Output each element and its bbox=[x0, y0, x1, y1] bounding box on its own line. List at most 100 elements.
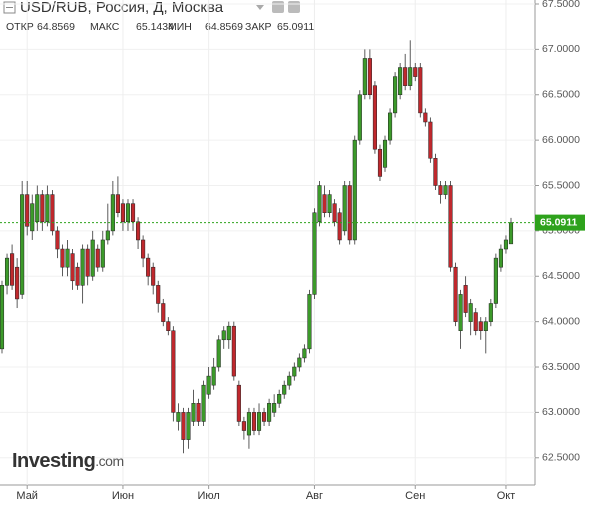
candle-body bbox=[105, 230, 110, 241]
y-tick-label: 63.0000 bbox=[542, 406, 580, 418]
candle-body bbox=[342, 185, 347, 232]
candle-body bbox=[327, 194, 332, 213]
candle-body bbox=[438, 185, 443, 195]
y-tick-label: 64.5000 bbox=[542, 270, 580, 282]
candle-body bbox=[40, 194, 45, 223]
candle-body bbox=[418, 67, 423, 114]
stat-value: 64.8569 bbox=[37, 21, 75, 33]
candle-body bbox=[458, 294, 463, 331]
candle-body bbox=[433, 158, 438, 186]
y-tick-label: 62.5000 bbox=[542, 452, 580, 464]
candle-body bbox=[55, 230, 60, 250]
x-tick-label: Июл bbox=[197, 490, 219, 502]
candle-body bbox=[332, 203, 337, 223]
candle-body bbox=[196, 403, 201, 422]
candle-body bbox=[347, 185, 352, 241]
stat-label: МИН bbox=[168, 21, 192, 33]
candle-body bbox=[488, 303, 493, 322]
candle-body bbox=[60, 248, 65, 268]
dropdown-icon[interactable] bbox=[256, 5, 264, 10]
candle-body bbox=[130, 203, 136, 223]
candle-body bbox=[15, 266, 20, 300]
candle-body bbox=[428, 121, 433, 159]
candle-body bbox=[231, 325, 236, 377]
candle-body bbox=[292, 366, 297, 377]
candle-body bbox=[30, 203, 35, 232]
candle-body bbox=[141, 239, 146, 259]
candle-body bbox=[70, 253, 75, 282]
candle-body bbox=[387, 112, 393, 141]
candle-body bbox=[503, 239, 509, 250]
last-price-label: 65.0911 bbox=[540, 216, 578, 228]
candle-body bbox=[181, 412, 186, 440]
candle-body bbox=[236, 384, 241, 422]
eye-icon[interactable] bbox=[272, 1, 284, 13]
candle-body bbox=[302, 348, 307, 359]
y-tick-label: 64.0000 bbox=[542, 315, 580, 327]
candle-body bbox=[498, 248, 503, 268]
x-tick-label: Окт bbox=[497, 490, 516, 502]
candle-body bbox=[125, 203, 131, 223]
candle-body bbox=[151, 266, 156, 286]
candle-body bbox=[463, 285, 468, 313]
candle-body bbox=[307, 294, 312, 350]
candle-body bbox=[282, 384, 287, 395]
candle-body bbox=[267, 403, 272, 422]
candle-body bbox=[4, 257, 10, 286]
candle-body bbox=[357, 94, 362, 141]
candle-body bbox=[423, 112, 428, 123]
collapse-icon[interactable] bbox=[3, 1, 16, 14]
candle-body bbox=[45, 194, 50, 223]
candle-body bbox=[201, 384, 206, 422]
candle-body bbox=[372, 85, 377, 150]
candle-body bbox=[20, 194, 25, 295]
watermark-suffix: .com bbox=[95, 453, 123, 469]
candle-body bbox=[35, 194, 40, 223]
candle-body bbox=[161, 303, 166, 322]
y-tick-label: 63.5000 bbox=[542, 361, 580, 373]
y-tick-label: 66.5000 bbox=[542, 89, 580, 101]
candle-body bbox=[297, 357, 302, 368]
candle-body bbox=[115, 194, 120, 213]
candle-body bbox=[256, 412, 262, 431]
candle-body bbox=[10, 253, 15, 286]
candle-body bbox=[478, 321, 483, 331]
candle-body bbox=[448, 185, 453, 268]
candle-body bbox=[136, 221, 141, 241]
x-tick-label: Авг bbox=[306, 490, 323, 502]
candle-body bbox=[211, 366, 216, 386]
stat-label: ЗАКР bbox=[245, 21, 271, 33]
candle-body bbox=[95, 248, 100, 268]
candle-body bbox=[251, 412, 257, 431]
candle-body bbox=[156, 285, 161, 304]
watermark-main: Investing bbox=[12, 450, 95, 472]
candle-body bbox=[216, 339, 221, 368]
candle-body bbox=[453, 266, 458, 322]
candle-body bbox=[120, 203, 126, 223]
candle-body bbox=[443, 185, 448, 195]
stat-value: 64.8569 bbox=[205, 21, 243, 33]
candle-body bbox=[90, 239, 95, 277]
candle-body bbox=[337, 212, 342, 241]
candle-body bbox=[75, 266, 80, 286]
watermark: Investing.com bbox=[12, 450, 124, 472]
candle-body bbox=[468, 303, 473, 322]
settings-icon[interactable] bbox=[288, 1, 300, 13]
candle-body bbox=[246, 412, 251, 436]
candle-body bbox=[50, 194, 55, 232]
candle-body bbox=[85, 248, 90, 277]
candle-body bbox=[262, 412, 267, 422]
candle-body bbox=[277, 393, 282, 404]
candle-body bbox=[413, 67, 418, 77]
candle-body bbox=[110, 194, 115, 232]
stat-label: МАКС bbox=[90, 21, 120, 33]
candle-body bbox=[403, 67, 408, 86]
candle-body bbox=[287, 375, 292, 386]
candle-body bbox=[393, 76, 398, 114]
candle-body bbox=[176, 412, 181, 422]
candle-body bbox=[322, 194, 327, 213]
candle-body bbox=[508, 222, 514, 245]
y-tick-label: 67.5000 bbox=[542, 0, 580, 10]
x-tick-label: Сен bbox=[405, 490, 425, 502]
candle-body bbox=[483, 321, 488, 331]
